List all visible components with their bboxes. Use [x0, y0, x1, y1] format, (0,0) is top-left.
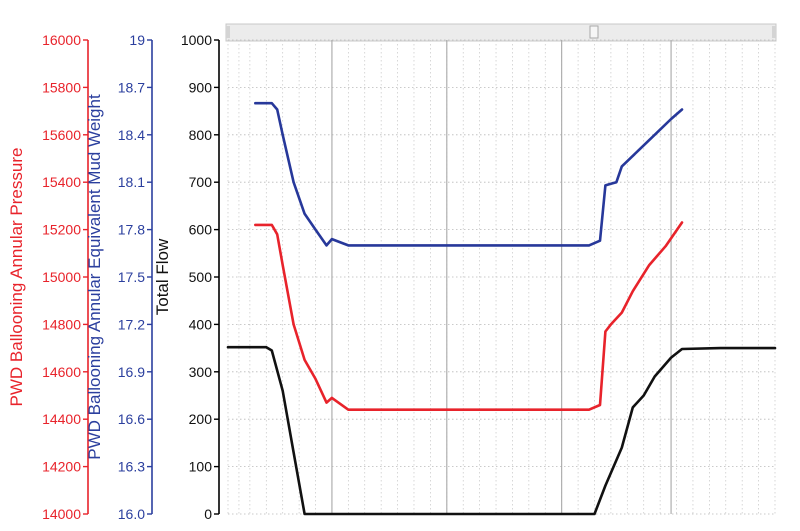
- emw-tick-label: 16.0: [118, 506, 145, 522]
- emw-tick-label: 18.4: [118, 127, 145, 143]
- flow-tick-label: 200: [189, 411, 213, 427]
- flow-tick-label: 900: [189, 79, 213, 95]
- pressure-tick-label: 14200: [42, 459, 81, 475]
- flow-tick-label: 100: [189, 459, 213, 475]
- scroll-thumb[interactable]: [589, 25, 599, 39]
- pressure-tick-label: 14800: [42, 316, 81, 332]
- emw-tick-label: 17.8: [118, 222, 145, 238]
- flow-tick-label: 600: [189, 222, 213, 238]
- emw-tick-label: 17.5: [118, 269, 145, 285]
- series: [226, 101, 777, 516]
- pressure-tick-label: 14400: [42, 411, 81, 427]
- pressure-tick-label: 14000: [42, 506, 81, 522]
- scroll-track[interactable]: [225, 23, 777, 42]
- flow-tick-label: 800: [189, 127, 213, 143]
- flow-tick-label: 500: [189, 269, 213, 285]
- emw-tick-label: 19: [129, 32, 145, 48]
- pressure-axis-title: PWD Ballooning Annular Pressure: [7, 148, 26, 407]
- emw-axis-title: PWD Ballooning Annular Equivalent Mud We…: [85, 94, 104, 460]
- emw-tick-label: 16.3: [118, 459, 145, 475]
- emw-tick-label: 16.6: [118, 411, 145, 427]
- pressure-tick-label: 15200: [42, 222, 81, 238]
- plot-grid: [225, 23, 777, 515]
- flow-tick-label: 1000: [181, 32, 212, 48]
- emw-tick-label: 17.2: [118, 316, 145, 332]
- scroll-left-handle[interactable]: [226, 26, 230, 38]
- emw-tick-label: 16.9: [118, 364, 145, 380]
- pressure-series-line: [254, 221, 684, 411]
- flow-tick-label: 0: [204, 506, 212, 522]
- axes: 16000 15800 15600 15400 15200 15000 14800 14600…: [7, 32, 220, 522]
- flow-tick-label: 400: [189, 316, 213, 332]
- pressure-tick-label: 14600: [42, 364, 81, 380]
- flow-tick-label: 300: [189, 364, 213, 380]
- pressure-tick-label: 16000: [42, 32, 81, 48]
- pressure-tick-label: 15800: [42, 79, 81, 95]
- pressure-tick-label: 15000: [42, 269, 81, 285]
- flow-series-line: [226, 345, 777, 516]
- emw-tick-label: 18.1: [118, 174, 145, 190]
- emw-tick-label: 18.7: [118, 79, 145, 95]
- pressure-tick-label: 15600: [42, 127, 81, 143]
- flow-tick-label: 700: [189, 174, 213, 190]
- flow-axis-title: Total Flow: [153, 238, 172, 315]
- pressure-tick-label: 15400: [42, 174, 81, 190]
- emw-series-line: [254, 101, 684, 247]
- scroll-right-handle[interactable]: [772, 26, 776, 38]
